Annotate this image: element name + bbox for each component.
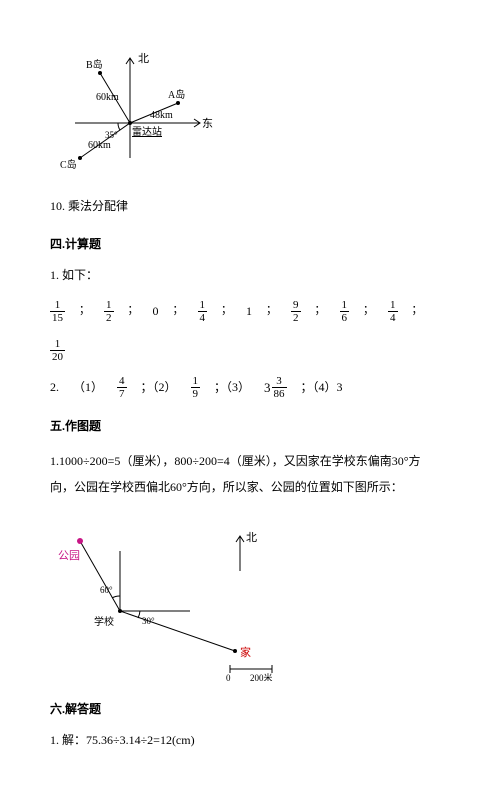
- sec5-q1-l2: 向，公园在学校西偏北60°方向，所以家、公园的位置如下图所示：: [50, 480, 403, 494]
- frac-1: 115: [50, 299, 65, 324]
- sec4-title: 四.计算题: [50, 234, 450, 256]
- east-label: 东: [202, 117, 213, 130]
- sec4-q2: 2. （1） 47 ；（2） 19 ；（3） 3 386 ；（4）3: [50, 375, 450, 400]
- q2-a1: 47: [117, 375, 127, 400]
- park-label: 公园: [58, 549, 80, 562]
- diagram-school: 北 公园 学校 家 60° 30° 0 200米: [50, 511, 450, 681]
- sec4-q1-text: 如下：: [62, 268, 98, 282]
- sec4-q1: 1. 如下：: [50, 265, 450, 287]
- q10-label: 10.: [50, 199, 65, 213]
- b-dist: 60km: [96, 92, 119, 103]
- scale0: 0: [226, 673, 231, 681]
- fraction-row: 115 ； 12 ； 0 ； 14 ； 1 ； 92 ； 16 ； 14 ； 1…: [50, 299, 450, 363]
- q2-p4: ；（4）3: [301, 377, 343, 399]
- frac-9: 120: [50, 338, 65, 363]
- diagram-radar: 北 东 雷达站 A岛 48km B岛 60km C岛 60km 35°: [50, 48, 450, 178]
- q2-label: 2.: [50, 377, 59, 399]
- frac-2: 12: [104, 299, 114, 324]
- q2-p2: ；（2）: [141, 377, 177, 399]
- q2-p3: ；（3）: [214, 377, 250, 399]
- angle60: 60°: [100, 585, 113, 595]
- frac-6: 92: [291, 299, 301, 324]
- school-label: 学校: [94, 615, 114, 628]
- sec5-title: 五.作图题: [50, 416, 450, 438]
- sec6-q1-label: 1.: [50, 733, 59, 747]
- frac-4: 14: [198, 299, 208, 324]
- sec5-q1-l1: 1000÷200=5（厘米），800÷200=4（厘米），又因家在学校东偏南30…: [59, 454, 421, 468]
- school-svg: 北 公园 学校 家 60° 30° 0 200米: [50, 511, 330, 681]
- radar-label: 雷达站: [132, 125, 162, 138]
- sec4-q1-label: 1.: [50, 268, 59, 282]
- a-label: A岛: [168, 88, 185, 101]
- sec6-title: 六.解答题: [50, 699, 450, 721]
- q10-text: 乘法分配律: [68, 199, 128, 213]
- north2: 北: [246, 531, 257, 544]
- radar-svg: 北 东 雷达站 A岛 48km B岛 60km C岛 60km 35°: [50, 48, 220, 178]
- c-label: C岛: [60, 158, 77, 171]
- c-angle: 35°: [105, 130, 118, 140]
- q2-p1: （1）: [73, 377, 103, 399]
- sec5-q1-label: 1.: [50, 454, 59, 468]
- sec6-q1: 1. 解：75.36÷3.14÷2=12(cm): [50, 730, 450, 752]
- north-label: 北: [138, 52, 149, 65]
- q2-a2: 19: [191, 375, 201, 400]
- scale200: 200米: [250, 672, 273, 681]
- sec5-q1: 1.1000÷200=5（厘米），800÷200=4（厘米），又因家在学校东偏南…: [50, 448, 450, 501]
- frac-7: 16: [340, 299, 350, 324]
- frac-8: 14: [388, 299, 398, 324]
- q2-a3: 3 386: [264, 375, 287, 400]
- val-5: 1: [246, 301, 252, 323]
- val-3: 0: [153, 301, 159, 323]
- sec6-q1-text: 解：75.36÷3.14÷2=12(cm): [62, 733, 195, 747]
- angle30: 30°: [142, 616, 155, 626]
- b-label: B岛: [86, 58, 103, 71]
- home-label: 家: [240, 645, 251, 659]
- a-dist: 48km: [150, 110, 173, 121]
- q10: 10. 乘法分配律: [50, 196, 450, 218]
- c-dist: 60km: [88, 140, 111, 151]
